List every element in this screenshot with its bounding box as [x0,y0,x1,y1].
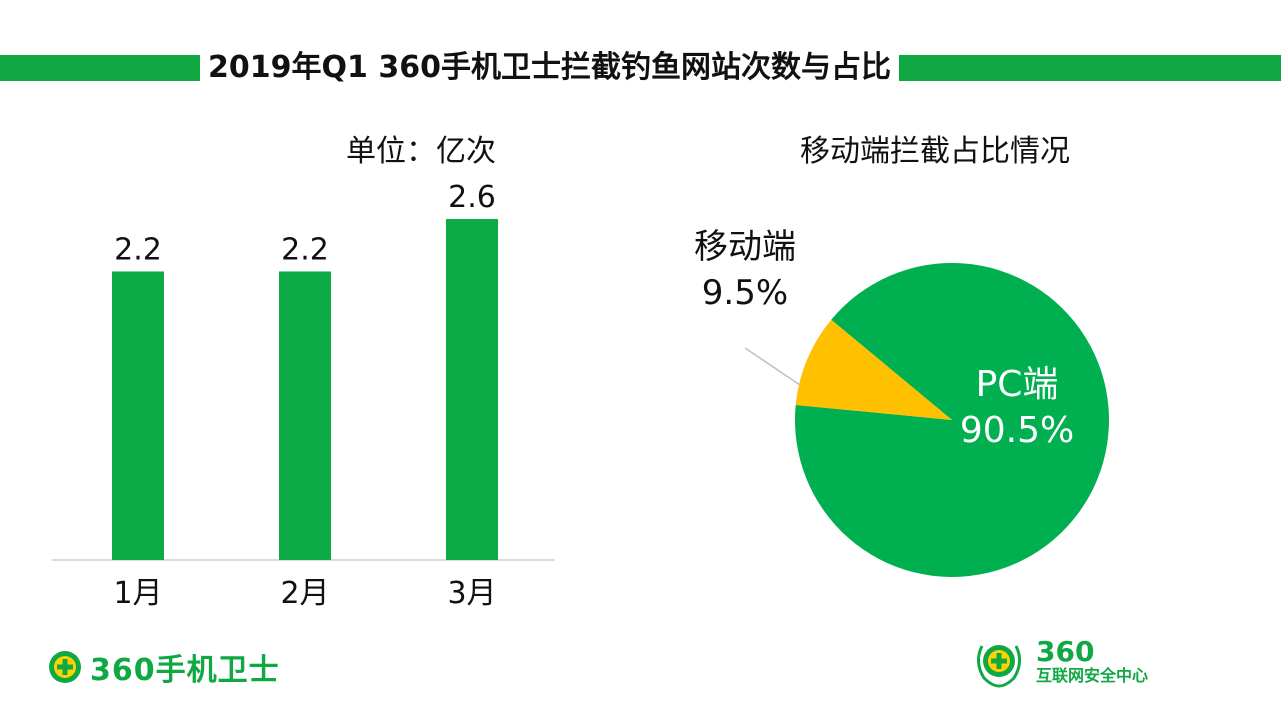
pie-label-pc-value: 90.5% [960,410,1074,451]
pie-slice-pc [794,262,1109,577]
pie-label-pc-name: PC端 [976,364,1059,405]
title-bar-right-stripe [898,55,1281,81]
bar-x-tick-label-3: 3月 [447,576,496,611]
brand-logo-right: 360 互联网安全中心 [972,636,1148,688]
pie-chart-title: 移动端拦截占比情况 [800,134,1070,169]
brand-logo-right-sub: 互联网安全中心 [1036,666,1149,685]
bar-chart-unit-label: 单位：亿次 [346,134,496,169]
title-bar: 2019年Q1 360手机卫士拦截钓鱼网站次数与占比 [0,50,1281,85]
laurel-shield-icon [977,645,1021,688]
bar-data-label-2: 2.2 [281,232,329,267]
pie-label-mobile-value: 9.5% [702,273,788,313]
bar-2 [279,271,331,560]
bar-x-tick-label-1: 1月 [113,576,162,611]
brand-logo-right-main: 360 [1036,635,1095,668]
title-bar-left-stripe [0,55,200,81]
pie-leader-line-mobile [744,347,801,386]
brand-logo-left: 360手机卫士 [48,645,280,689]
page-title: 2019年Q1 360手机卫士拦截钓鱼网站次数与占比 [208,50,891,85]
pie-label-mobile-name: 移动端 [694,227,796,267]
bar-3 [446,219,498,560]
bar-x-tick-label-2: 2月 [280,576,329,611]
pie-slice-mobile [795,319,952,420]
bar-1 [112,271,164,560]
brand-logo-left-text: 360手机卫士 [90,653,280,688]
bar-data-label-3: 2.6 [448,180,496,215]
bar-data-label-1: 2.2 [114,232,162,267]
shield-plus-icon [49,651,81,683]
